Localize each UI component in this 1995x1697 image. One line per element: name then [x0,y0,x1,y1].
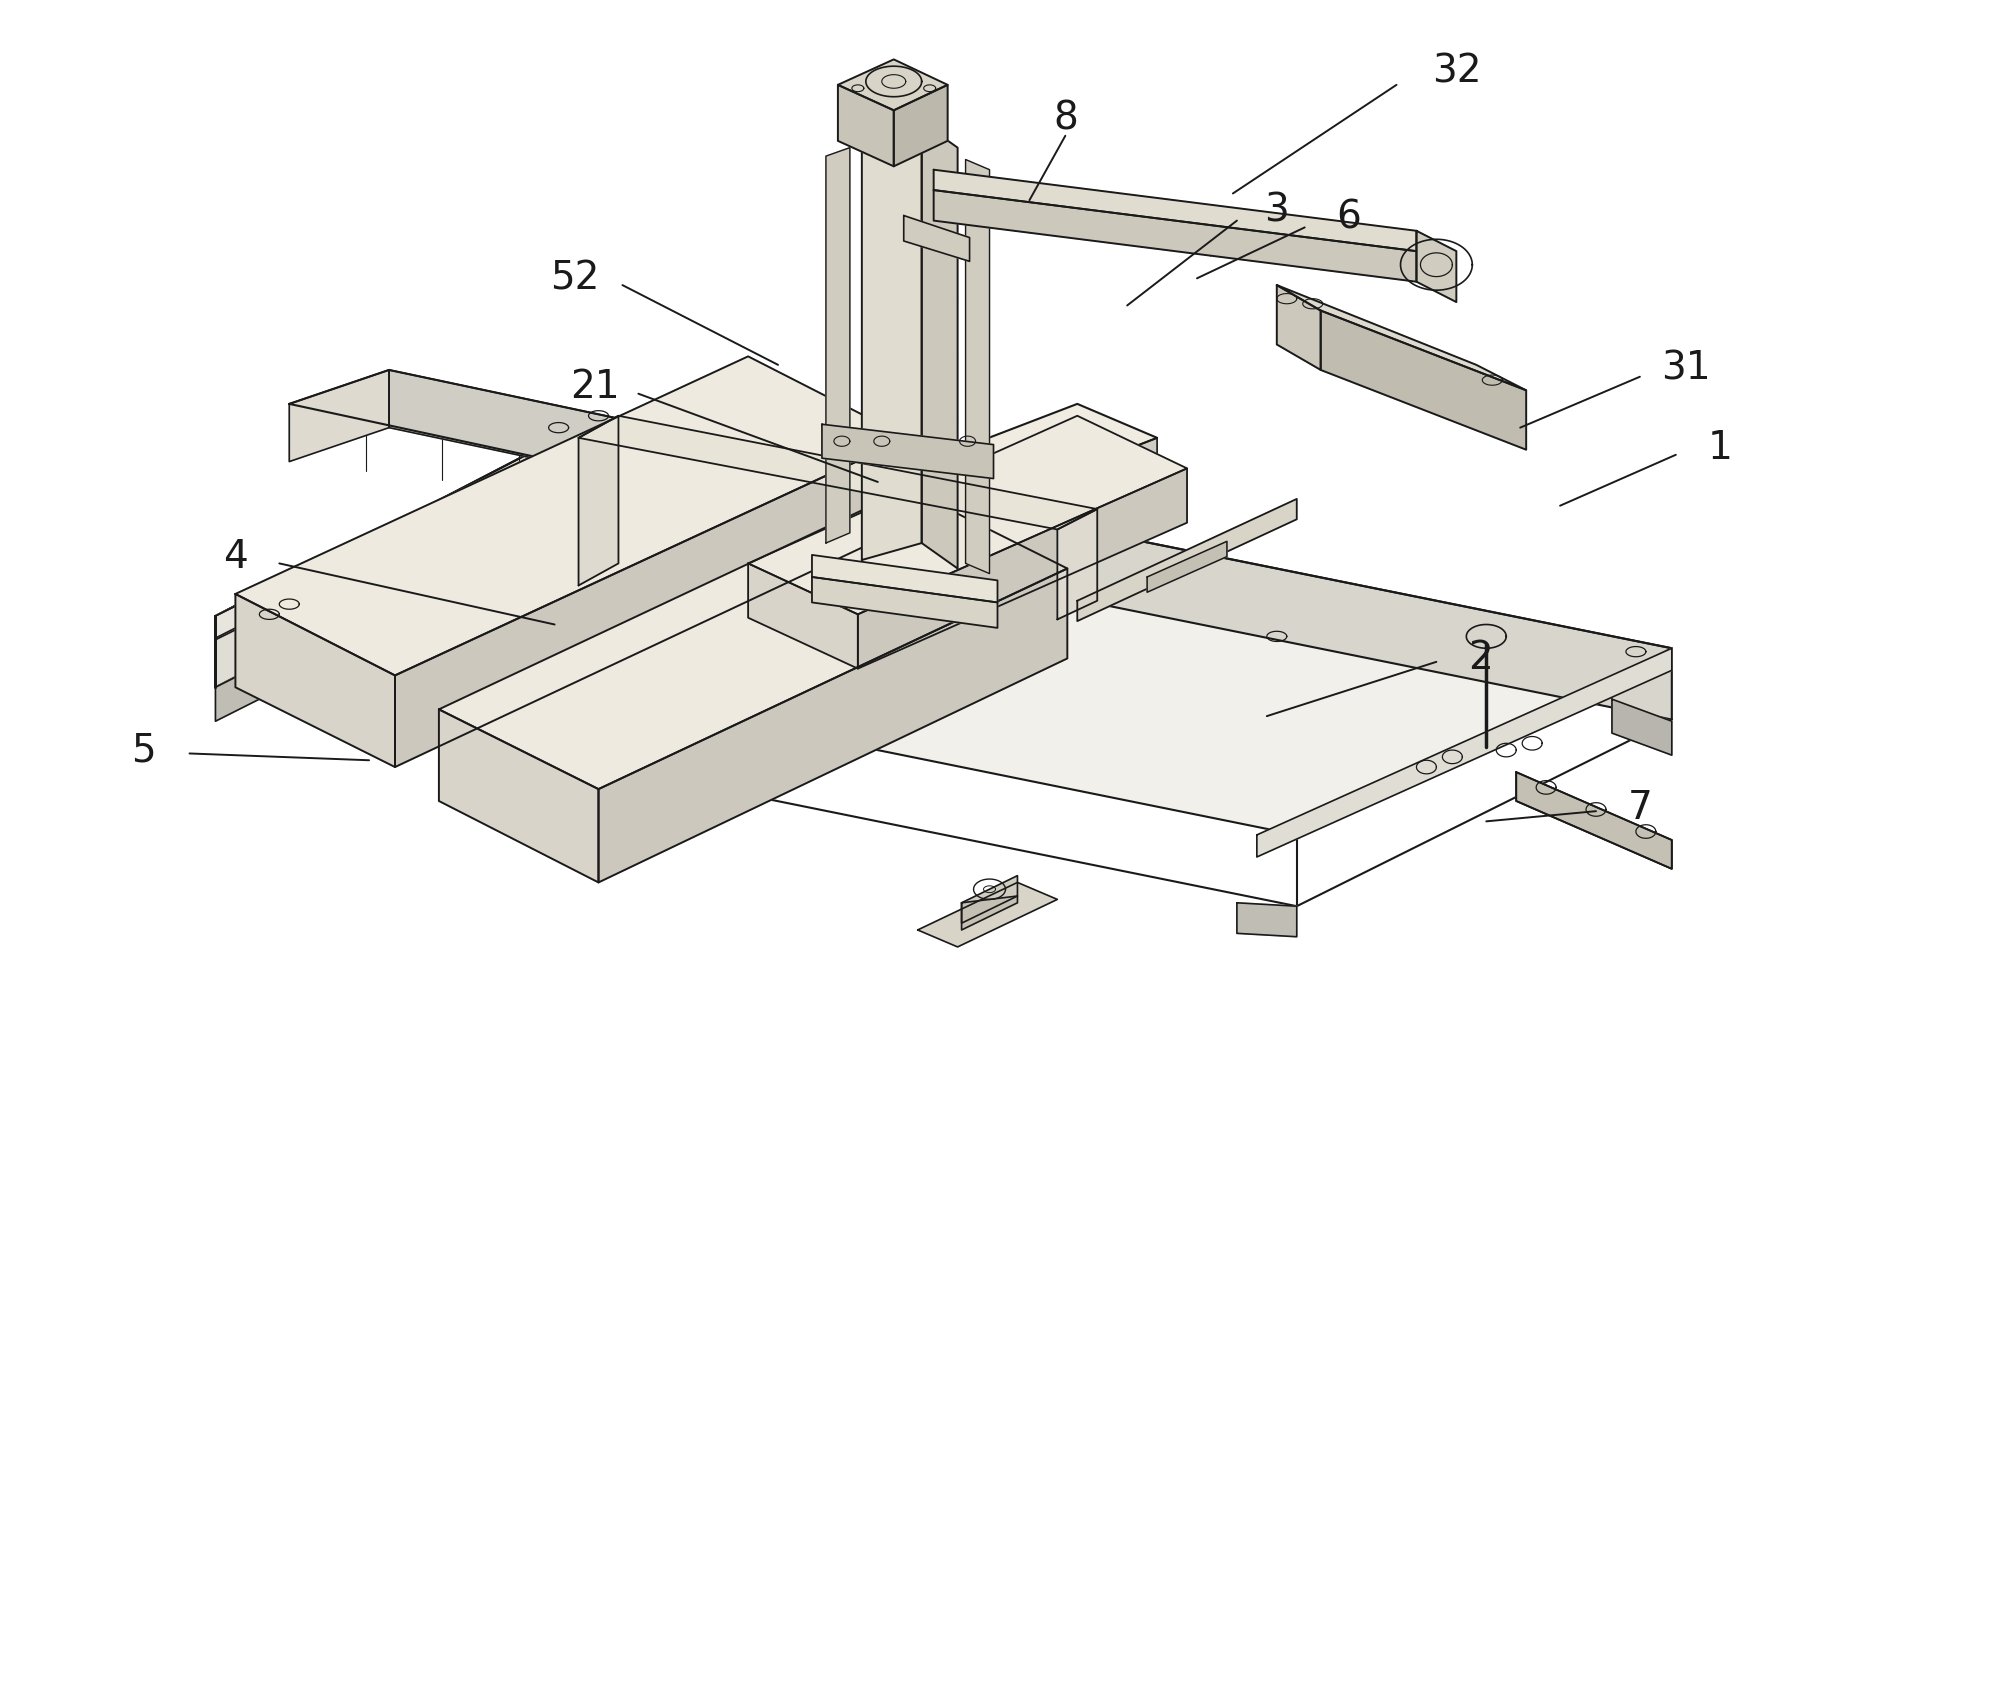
Polygon shape [1277,285,1321,370]
Polygon shape [215,604,239,640]
Polygon shape [826,148,850,543]
Polygon shape [962,876,1017,923]
Polygon shape [838,59,948,110]
Polygon shape [289,370,389,462]
Polygon shape [215,428,589,638]
Text: 4: 4 [223,538,247,575]
Polygon shape [389,370,902,536]
Polygon shape [1277,285,1526,390]
Polygon shape [579,416,1097,529]
Polygon shape [922,122,958,568]
Polygon shape [598,568,1067,882]
Polygon shape [1147,541,1227,592]
Polygon shape [966,160,990,574]
Polygon shape [918,882,1057,947]
Text: 21: 21 [571,368,618,406]
Text: 3: 3 [1265,192,1289,229]
Polygon shape [838,85,894,166]
Polygon shape [1077,499,1297,621]
Polygon shape [439,709,598,882]
Polygon shape [1612,699,1672,755]
Polygon shape [1237,903,1297,937]
Polygon shape [812,555,998,602]
Text: 32: 32 [1432,53,1480,90]
Polygon shape [289,370,902,512]
Polygon shape [439,489,1067,789]
Polygon shape [862,122,922,560]
Polygon shape [579,428,1672,720]
Polygon shape [812,577,998,628]
Polygon shape [215,428,579,687]
Polygon shape [1416,231,1456,302]
Polygon shape [894,85,948,166]
Polygon shape [748,563,858,669]
Polygon shape [934,170,1416,251]
Polygon shape [579,416,618,585]
Polygon shape [1057,509,1097,619]
Polygon shape [1257,648,1672,857]
Polygon shape [858,468,1187,669]
Polygon shape [822,424,994,479]
Polygon shape [215,665,259,721]
Polygon shape [395,438,908,767]
Polygon shape [1516,772,1672,869]
Polygon shape [878,438,1157,597]
Text: 6: 6 [1337,199,1361,236]
Text: 5: 5 [132,731,156,769]
Polygon shape [962,896,1017,930]
Text: 31: 31 [1662,350,1710,387]
Polygon shape [1321,311,1526,450]
Polygon shape [794,404,1157,546]
Polygon shape [794,512,878,597]
Polygon shape [235,356,908,675]
Polygon shape [748,416,1187,614]
Polygon shape [904,216,970,261]
Text: 1: 1 [1708,429,1732,467]
Polygon shape [235,594,395,767]
Text: 52: 52 [551,260,598,297]
Text: 8: 8 [1053,100,1077,137]
Text: 7: 7 [1628,789,1652,826]
Polygon shape [1516,772,1672,869]
Polygon shape [934,190,1416,282]
Polygon shape [215,428,1672,835]
Text: 2: 2 [1468,640,1492,677]
